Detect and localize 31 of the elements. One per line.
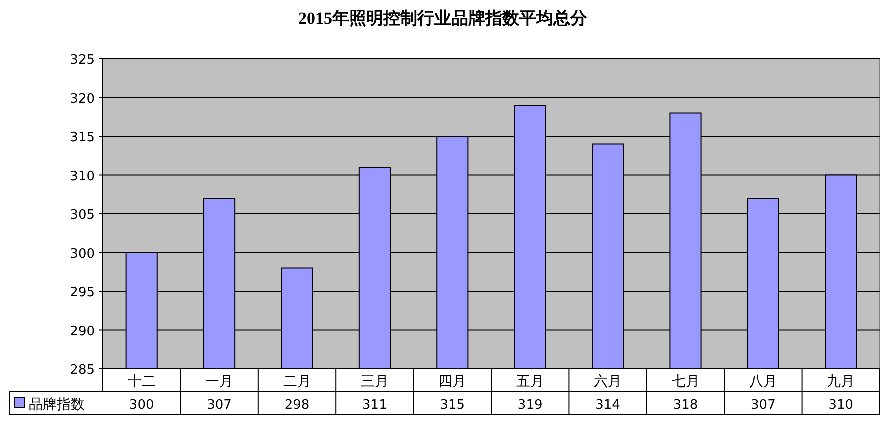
x-tick-label: 七月 — [672, 374, 700, 390]
y-tick-label: 295 — [70, 286, 95, 300]
x-tick-label: 四月 — [438, 374, 467, 390]
data-label: 314 — [596, 398, 620, 413]
y-tick-label: 325 — [70, 53, 95, 68]
data-label: 318 — [673, 398, 698, 413]
y-tick-label: 290 — [70, 324, 95, 340]
data-label: 319 — [518, 398, 543, 413]
data-label: 315 — [440, 398, 466, 413]
legend-label: 品牌指数 — [29, 397, 85, 413]
data-label: 307 — [751, 398, 776, 413]
x-tick-label: 三月 — [360, 374, 389, 390]
x-tick-label: 八月 — [749, 374, 778, 390]
data-label: 307 — [207, 398, 232, 413]
y-tick-label: 320 — [70, 92, 95, 107]
x-tick-label: 九月 — [827, 374, 856, 390]
data-label: 310 — [828, 398, 854, 413]
y-tick-label: 310 — [70, 169, 95, 184]
data-label: 300 — [129, 398, 154, 413]
data-label: 298 — [284, 398, 310, 413]
y-tick-label: 315 — [70, 130, 95, 146]
y-tick-label: 285 — [70, 363, 95, 378]
data-label: 311 — [362, 398, 388, 413]
x-tick-label: 十二 — [128, 374, 156, 390]
x-tick-label: 五月 — [516, 374, 544, 390]
y-tick-label: 305 — [70, 208, 95, 223]
y-tick-label: 300 — [70, 246, 95, 262]
x-tick-label: 一月 — [206, 374, 234, 390]
x-tick-label: 六月 — [594, 374, 622, 390]
x-tick-label: 二月 — [283, 374, 312, 390]
chart-title: 2015年照明控制行业品牌指数平均总分 — [298, 9, 588, 28]
